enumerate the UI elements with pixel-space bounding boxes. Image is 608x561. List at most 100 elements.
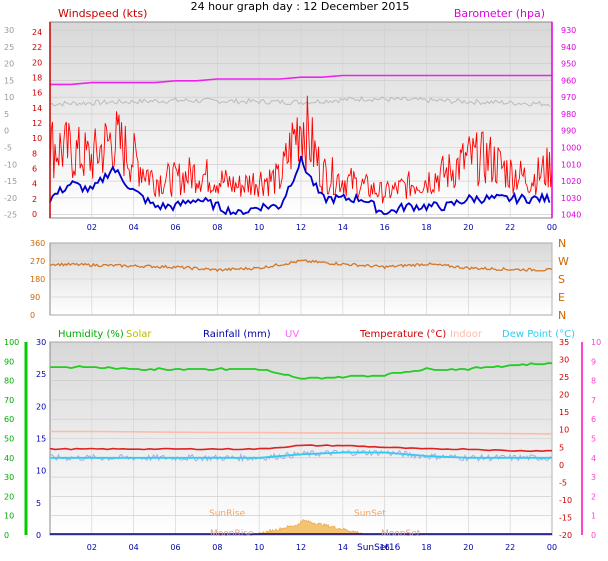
rain-tick: 25 — [36, 370, 46, 379]
temp-tick: 35 — [559, 338, 569, 347]
wind-tick-inner: 0 — [32, 210, 37, 219]
x-tick-climate: 20 — [463, 543, 473, 552]
x-tick-wind: 02 — [87, 223, 97, 232]
uv-tick: 3 — [591, 473, 596, 482]
humidity-tick: 30 — [4, 473, 14, 482]
temp-tick: 15 — [559, 408, 569, 417]
x-tick-climate: 04 — [129, 543, 139, 552]
legend-entry: Rainfall (mm) — [203, 329, 271, 340]
direction-ticks: 360 N 270 W 180 S 90 E 0 N — [30, 237, 569, 322]
humidity-tick: 40 — [4, 454, 14, 463]
humidity-tick: 10 — [4, 512, 14, 521]
wind-tick-outer: -25 — [4, 211, 17, 220]
temp-tick: 25 — [559, 373, 569, 382]
baro-tick: 980 — [561, 110, 576, 119]
sunset-axis-label: SunSet16 — [357, 543, 401, 553]
wind-tick-outer: 10 — [4, 93, 14, 102]
direction-tick: 270 — [30, 257, 45, 266]
moonset-label: MoonSet — [381, 529, 421, 539]
uv-tick: 8 — [591, 377, 596, 386]
sunrise-label: SunRise — [209, 509, 246, 519]
compass-label: W — [558, 255, 569, 268]
uv-tick: 10 — [591, 338, 601, 347]
uv-tick: 2 — [591, 492, 596, 501]
legend-entry: Humidity (%) — [58, 329, 124, 340]
x-tick-climate: 02 — [87, 543, 97, 552]
baro-tick: 930 — [561, 26, 576, 35]
compass-label: N — [558, 309, 566, 322]
temp-trace-line — [49, 95, 551, 107]
barometer-line — [50, 74, 552, 86]
wind-tick-inner: 18 — [32, 74, 42, 83]
climate-series — [49, 362, 553, 536]
humidity-tick: 0 — [4, 531, 9, 540]
x-tick-wind: 18 — [421, 223, 431, 232]
moonrise-label: MoonRise — [210, 529, 254, 539]
x-tick-wind: 20 — [463, 223, 473, 232]
temp-tick: 20 — [559, 391, 569, 400]
legend-entry: UV — [285, 329, 299, 340]
temp-tick: -10 — [559, 496, 572, 505]
wind-tick-inner: 20 — [32, 58, 42, 67]
rain-tick: 30 — [36, 338, 46, 347]
humidity-tick: 100 — [4, 338, 19, 347]
x-tick-climate: 18 — [421, 543, 431, 552]
x-tick-wind: 16 — [380, 223, 390, 232]
baro-tick: 1010 — [561, 160, 581, 169]
wind-grid — [50, 22, 553, 218]
x-tick-climate: 06 — [170, 543, 180, 552]
baro-tick: 960 — [561, 76, 576, 85]
wind-series — [49, 74, 553, 216]
x-tick-wind: 12 — [296, 223, 306, 232]
wind-tick-outer: 5 — [4, 110, 9, 119]
compass-label: E — [558, 291, 565, 304]
baro-tick: 1020 — [561, 177, 581, 186]
x-tick-climate: 22 — [505, 543, 515, 552]
compass-label: S — [558, 273, 565, 286]
indoor-line — [50, 430, 553, 435]
chart-title: 24 hour graph day : 12 December 2015 — [191, 0, 410, 13]
x-tick-climate: 10 — [254, 543, 264, 552]
wind-tick-outer: 30 — [4, 26, 14, 35]
wind-tick-inner: 10 — [32, 134, 42, 143]
direction-line — [49, 259, 553, 273]
uv-tick: 6 — [591, 415, 596, 424]
direction-series — [49, 259, 553, 273]
gust-line — [49, 95, 553, 204]
uv-tick: 4 — [591, 454, 596, 463]
windspeed-label: Windspeed (kts) — [58, 7, 147, 20]
dewpoint-line — [50, 451, 552, 459]
x-tick-wind: 14 — [338, 223, 348, 232]
temp-tick: 30 — [559, 356, 569, 365]
temp-tick: -15 — [559, 513, 572, 522]
humidity-tick: 90 — [4, 357, 14, 366]
x-tick-wind: 10 — [254, 223, 264, 232]
direction-tick: 90 — [30, 293, 40, 302]
wind-tick-outer: 20 — [4, 60, 14, 69]
wind-tick-outer: -15 — [4, 177, 17, 186]
wind-tick-inner: 4 — [32, 180, 37, 189]
wind-tick-outer: -20 — [4, 194, 17, 203]
temp-tick: -5 — [559, 478, 567, 487]
baro-tick: 1040 — [561, 211, 581, 220]
baro-tick: 950 — [561, 60, 576, 69]
wind-tick-outer: -5 — [4, 144, 12, 153]
wind-tick-inner: 6 — [32, 165, 37, 174]
x-tick-wind: 04 — [129, 223, 139, 232]
x-tick-wind: 08 — [212, 223, 222, 232]
baro-tick: 970 — [561, 93, 576, 102]
x-tick-wind: 22 — [505, 223, 515, 232]
rain-tick: 0 — [36, 531, 41, 540]
temp-tick: 10 — [559, 426, 569, 435]
x-tick-climate: 16 — [380, 543, 390, 552]
compass-label: N — [558, 237, 566, 250]
rain-tick: 20 — [36, 402, 46, 411]
rain-tick: 10 — [36, 467, 46, 476]
wind-tick-outer: 25 — [4, 43, 14, 52]
temperature-line — [49, 444, 552, 453]
legend-entry: Indoor — [450, 329, 483, 340]
x-tick-climate: 12 — [296, 543, 306, 552]
